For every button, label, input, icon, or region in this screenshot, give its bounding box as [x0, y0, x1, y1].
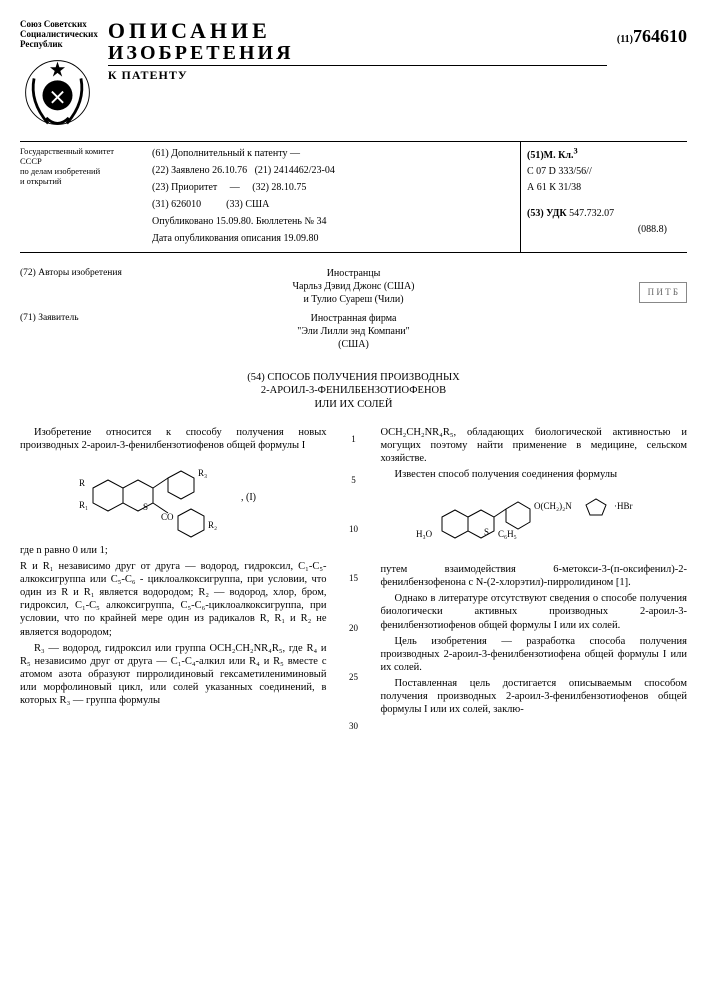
line-25: 25 — [345, 672, 363, 683]
title-num: (54) — [247, 372, 265, 383]
svg-text:H₃O: H₃O — [416, 529, 433, 539]
label-72: (72) Авторы изобретения — [20, 267, 140, 306]
header-title-block: ОПИСАНИЕ ИЗОБРЕТЕНИЯ К ПАТЕНТУ — [108, 20, 607, 83]
meta-21: (21) 2414462/23-04 — [255, 165, 335, 176]
svg-text:R: R — [79, 478, 85, 488]
c1-p1: Изобретение относится к способу получени… — [20, 426, 327, 452]
committee-label: Государственный комитет СССР по делам из… — [20, 142, 146, 252]
line-5: 5 — [345, 475, 363, 486]
to-patent: К ПАТЕНТУ — [108, 68, 607, 83]
meta-cls2: А 61 К 31/38 — [527, 181, 687, 195]
committee-l2: СССР — [20, 156, 140, 166]
title-t2: 2-АРОИЛ-3-ФЕНИЛБЕНЗОТИОФЕНОВ — [261, 385, 446, 396]
meta-23-32: (23) Приоритет — (32) 28.10.75 — [152, 180, 514, 195]
author-2: и Тулио Суареш (Чили) — [140, 293, 567, 306]
meta-53b: 547.732.07 — [569, 208, 614, 219]
formula-1: S R₃ CO R₂ R R₁ , (I) — [20, 458, 327, 538]
line-30: 30 — [345, 721, 363, 732]
meta-53c: (088.8) — [527, 223, 687, 237]
svg-text:S: S — [484, 527, 489, 537]
authors-content: Иностранцы Чарльз Дэвид Джонс (США) и Ту… — [140, 267, 567, 306]
svg-text:C₆H₅: C₆H₅ — [498, 529, 517, 539]
label-71: (71) Заявитель — [20, 312, 140, 351]
svg-text:R₁: R₁ — [79, 500, 88, 510]
c1-p3: R и R₁ независимо друг от друга — водоро… — [20, 560, 327, 639]
committee-l3: по делам изобретений — [20, 166, 140, 176]
state-emblem-icon — [20, 50, 95, 135]
svg-text:R₃: R₃ — [198, 468, 207, 478]
meta-cls1: С 07 D 333/56// — [527, 165, 687, 179]
svg-text:·HBr: ·HBr — [614, 501, 633, 511]
firm-country: (США) — [140, 338, 567, 351]
doc-prefix: (11) — [617, 34, 633, 45]
meta-23b: — — [230, 182, 240, 193]
meta-51a: (51)М. Кл. — [527, 150, 573, 161]
svg-text:, (I): , (I) — [241, 492, 256, 503]
author-1: Чарльз Дэвид Джонс (США) — [140, 280, 567, 293]
meta-pub: Опубликовано 15.09.80. Бюллетень № 34 — [152, 214, 514, 229]
meta-31: (31) 626010 — [152, 199, 201, 210]
applicant-content: Иностранная фирма "Эли Лилли энд Компани… — [140, 312, 567, 351]
meta-pubdesc: Дата опубликования описания 19.09.80 — [152, 231, 514, 246]
line-number-gutter: 1 5 10 15 20 25 30 — [345, 426, 363, 733]
authors-row: (72) Авторы изобретения Иностранцы Чарль… — [20, 267, 687, 306]
meta-53a: (53) УДК — [527, 208, 567, 219]
spacer — [527, 197, 687, 207]
col-num-1: 1 — [345, 434, 363, 445]
authors-block: (72) Авторы изобретения Иностранцы Чарль… — [20, 267, 687, 351]
committee-l4: и открытий — [20, 176, 140, 186]
svg-text:S: S — [143, 502, 148, 512]
line-15: 15 — [345, 573, 363, 584]
meta-61: (61) Дополнительный к патенту — — [152, 146, 514, 161]
header: Союз Советских Социалистических Республи… — [20, 20, 687, 135]
meta-31-33: (31) 626010 (33) США — [152, 197, 514, 212]
c2-p5: Цель изобретения — разработка способа по… — [381, 635, 688, 674]
ussr-line3: Республик — [20, 40, 98, 50]
invention-title: (54) СПОСОБ ПОЛУЧЕНИЯ ПРОИЗВОДНЫХ 2-АРОИ… — [20, 371, 687, 412]
title-opisanie: ОПИСАНИЕ — [108, 20, 607, 42]
c1-p4: R₃ — водород, гидроксил или группа OCH₂C… — [20, 642, 327, 708]
formula-2: H₃O S C₆H₅ O(CH₂)₂N ·HBr — [381, 487, 688, 557]
meta-32: (32) 28.10.75 — [252, 182, 306, 193]
stamp-text: П И Т Б — [648, 287, 678, 297]
c2-p1: OCH₂CH₂NR₄R₅, обладающих биологической а… — [381, 426, 688, 465]
meta-33: (33) США — [226, 199, 269, 210]
library-stamp: П И Т Б — [639, 282, 687, 304]
title-t1: СПОСОБ ПОЛУЧЕНИЯ ПРОИЗВОДНЫХ — [267, 372, 459, 383]
stamp-slot: П И Т Б — [567, 312, 687, 351]
svg-text:CO: CO — [161, 512, 174, 522]
column-2: OCH₂CH₂NR₄R₅, обладающих биологической а… — [381, 426, 688, 733]
doc-number: 764610 — [633, 26, 687, 46]
c2-p3: путем взаимодействия 6-метокси-3-(п-окси… — [381, 563, 688, 589]
header-rule — [108, 65, 607, 66]
column-1: Изобретение относится к способу получени… — [20, 426, 327, 733]
title-izobreteniya: ИЗОБРЕТЕНИЯ — [108, 42, 607, 65]
meta-right: (51)М. Кл.3 С 07 D 333/56// А 61 К 31/38… — [520, 142, 687, 252]
ussr-label-block: Союз Советских Социалистических Республи… — [20, 20, 98, 135]
meta-23a: (23) Приоритет — [152, 182, 217, 193]
body-columns: Изобретение относится к способу получени… — [20, 426, 687, 733]
c2-p6: Поставленная цель достигается описываемы… — [381, 677, 688, 716]
line-10: 10 — [345, 524, 363, 535]
meta-22: (22) Заявлено 26.10.76 (21) 2414462/23-0… — [152, 163, 514, 178]
meta-51sup: 3 — [573, 147, 577, 156]
svg-text:O(CH₂)₂N: O(CH₂)₂N — [534, 501, 572, 511]
applicant-row: (71) Заявитель Иностранная фирма "Эли Ли… — [20, 312, 687, 351]
foreign-label: Иностранцы — [140, 267, 567, 280]
firm-label: Иностранная фирма — [140, 312, 567, 325]
title-t3: ИЛИ ИХ СОЛЕЙ — [315, 399, 393, 410]
meta-51: (51)М. Кл.3 — [527, 146, 687, 163]
c1-p2: где n равно 0 или 1; — [20, 544, 327, 557]
c2-p2: Известен способ получения соединения фор… — [381, 468, 688, 481]
metadata-block: Государственный комитет СССР по делам из… — [20, 141, 687, 253]
meta-53: (53) УДК 547.732.07 — [527, 207, 687, 221]
meta-22a: (22) Заявлено 26.10.76 — [152, 165, 247, 176]
c2-p4: Однако в литературе отсутствуют сведения… — [381, 592, 688, 631]
doc-number-block: (11)764610 — [617, 26, 687, 47]
line-20: 20 — [345, 623, 363, 634]
meta-center: (61) Дополнительный к патенту — (22) Зая… — [146, 142, 520, 252]
svg-text:R₂: R₂ — [208, 520, 217, 530]
committee-l1: Государственный комитет — [20, 146, 140, 156]
firm-name: "Эли Лилли энд Компани" — [140, 325, 567, 338]
